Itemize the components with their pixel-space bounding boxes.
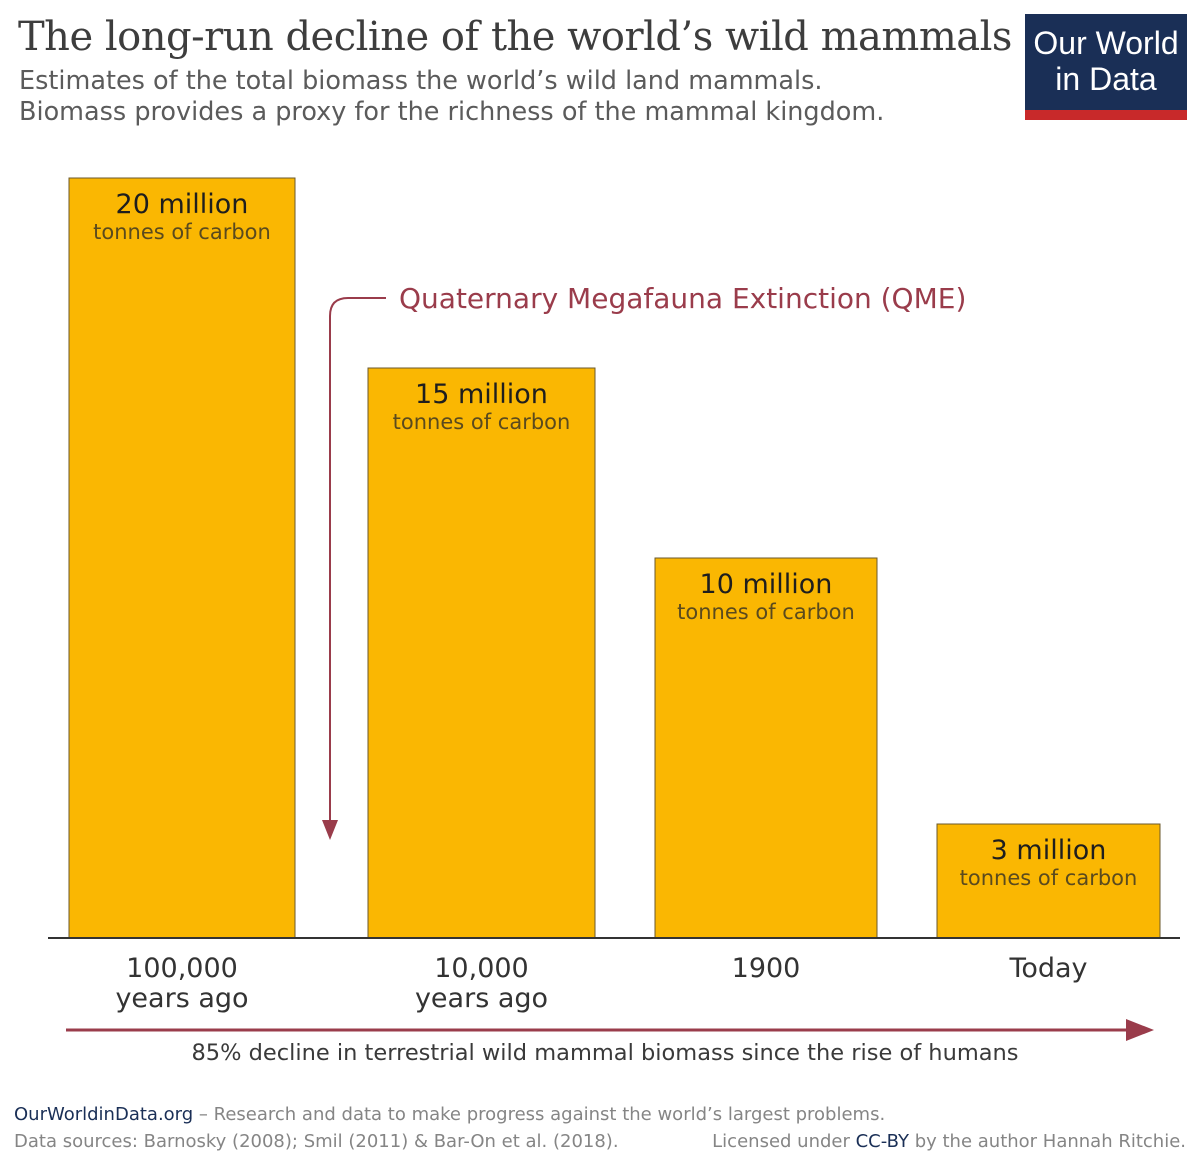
x-tick-label-3-0: Today: [1008, 953, 1087, 984]
x-tick-label-2-0: 1900: [732, 953, 801, 984]
license-prefix: Licensed under: [712, 1131, 856, 1152]
bar-3: [936, 823, 1161, 939]
data-sources: Data sources: Barnosky (2008); Smil (201…: [14, 1131, 619, 1152]
qme-arrow-head: [322, 820, 338, 840]
bar-unit-label-0: tonnes of carbon: [93, 220, 271, 244]
owid-logo[interactable]: Our World in Data: [1025, 14, 1187, 120]
decline-caption: 85% decline in terrestrial wild mammal b…: [191, 1040, 1018, 1066]
subtitle-line-2: Biomass provides a proxy for the richnes…: [19, 97, 885, 127]
bar-unit-label-3: tonnes of carbon: [960, 866, 1138, 890]
subtitle-line-1: Estimates of the total biomass the world…: [19, 66, 823, 96]
footer-tagline: OurWorldinData.org – Research and data t…: [14, 1104, 885, 1125]
bar-0: [68, 177, 296, 939]
license-suffix: by the author Hannah Ritchie.: [908, 1131, 1186, 1152]
bar-1: [367, 367, 596, 939]
bar-unit-label-1: tonnes of carbon: [393, 410, 571, 434]
qme-arrow-line: [329, 297, 386, 822]
bar-unit-label-2: tonnes of carbon: [677, 600, 855, 624]
bar-value-label-1: 15 million: [415, 379, 548, 410]
x-tick-label-1-1: years ago: [415, 983, 548, 1014]
chart-title: The long-run decline of the world’s wild…: [18, 14, 1012, 60]
bar-value-label-0: 20 million: [116, 189, 249, 220]
license-text: Licensed under CC-BY by the author Hanna…: [712, 1131, 1186, 1152]
logo-line-2: in Data: [1055, 61, 1157, 97]
x-tick-label-0-0: 100,000: [126, 953, 238, 984]
x-tick-label-1-0: 10,000: [434, 953, 528, 984]
license-link[interactable]: CC-BY: [855, 1131, 909, 1152]
tagline-text: – Research and data to make progress aga…: [193, 1104, 886, 1125]
decline-arrow-head: [1126, 1019, 1154, 1041]
logo-accent-bar: [1025, 110, 1187, 120]
bar-value-label-2: 10 million: [700, 569, 833, 600]
bar-value-label-3: 3 million: [991, 835, 1107, 866]
qme-annotation-label: Quaternary Megafauna Extinction (QME): [399, 282, 966, 315]
bar-2: [654, 557, 878, 939]
chart-subtitle: Estimates of the total biomass the world…: [19, 66, 884, 128]
logo-line-1: Our World: [1033, 25, 1179, 61]
x-tick-label-0-1: years ago: [115, 983, 248, 1014]
site-link[interactable]: OurWorldinData.org: [14, 1104, 194, 1125]
